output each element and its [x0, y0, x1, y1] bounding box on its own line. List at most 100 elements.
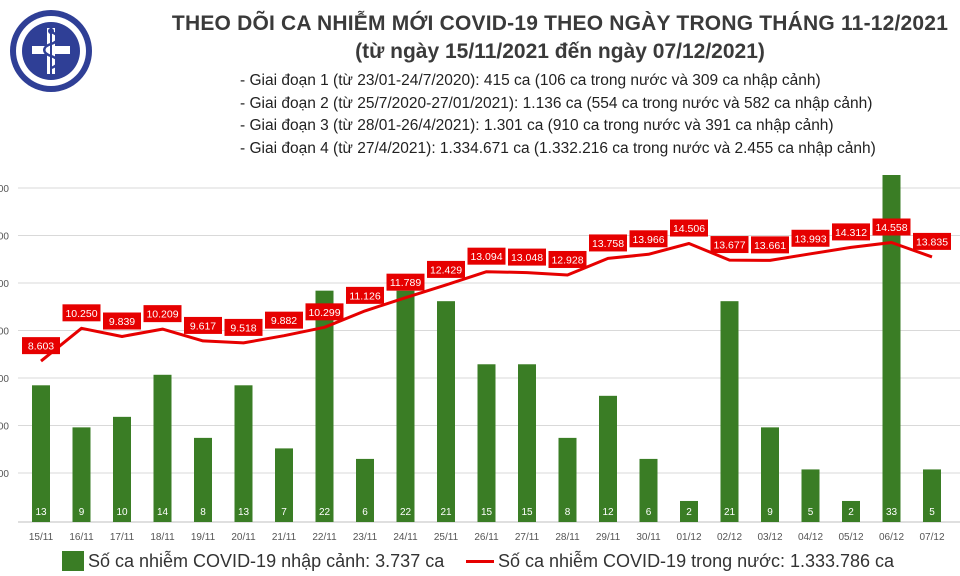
bar-value-label: 33 [886, 507, 898, 518]
bar-value-label: 12 [602, 507, 614, 518]
bar [639, 458, 658, 522]
x-tick-label: 22/11 [312, 532, 337, 543]
line-value-label: 13.094 [470, 251, 502, 263]
bar [437, 301, 455, 522]
bar-value-label: 5 [808, 507, 814, 518]
x-tick-label: 28/11 [555, 532, 580, 543]
line-value-box [791, 229, 830, 247]
line-value-label: 10.209 [146, 309, 178, 321]
x-tick-label: 23/11 [353, 532, 378, 543]
bar-value-label: 21 [724, 507, 736, 518]
y-tick-label: 000 [0, 374, 9, 385]
bar-value-label: 9 [79, 507, 85, 518]
x-tick-label: 03/12 [757, 532, 782, 543]
bar-value-label: 22 [400, 507, 412, 518]
bar [194, 437, 212, 522]
y-tick-label: 000 [0, 279, 9, 290]
y-tick-label: 000 [0, 327, 9, 338]
bar [356, 458, 374, 522]
legend-line-label: Số ca nhiễm COVID-19 trong nước: 1.333.7… [498, 551, 895, 571]
x-tick-label: 17/11 [110, 532, 135, 543]
line-value-box [386, 273, 425, 291]
bar-value-label: 10 [116, 507, 128, 518]
line-value-box [548, 250, 587, 268]
line-value-box [62, 304, 101, 322]
bar [275, 448, 293, 522]
line-value-box [589, 234, 627, 252]
line-value-box [265, 311, 303, 329]
bar [720, 301, 739, 522]
bar [842, 500, 860, 522]
bar [396, 290, 415, 522]
y-tick-label: 000 [0, 469, 9, 480]
bar [680, 500, 698, 522]
phase-note: - Giai đoạn 2 (từ 25/7/2020-27/01/2021):… [240, 94, 873, 112]
line-value-label: 14.312 [835, 227, 867, 239]
line-value-label: 13.758 [592, 238, 624, 250]
line-value-box [508, 248, 546, 266]
x-tick-label: 19/11 [191, 532, 216, 543]
x-tick-label: 24/11 [393, 532, 418, 543]
line-value-box [832, 223, 870, 241]
line-value-label: 12.928 [551, 254, 583, 266]
bar [32, 385, 50, 522]
x-tick-label: 07/12 [919, 532, 944, 543]
phase-note: - Giai đoạn 3 (từ 28/01-26/4/2021): 1.30… [240, 117, 834, 134]
bar [477, 364, 496, 522]
bar-value-label: 15 [481, 507, 493, 518]
x-tick-label: 05/12 [838, 532, 863, 543]
bar [518, 364, 536, 522]
line-value-box [143, 305, 182, 323]
y-tick-label: 000 [0, 232, 9, 243]
bar [882, 175, 901, 522]
bar-value-label: 13 [35, 507, 47, 518]
bar [113, 416, 131, 522]
bar-value-label: 22 [319, 507, 331, 518]
legend: Số ca nhiễm COVID-19 nhập cảnh: 3.737 ca… [0, 546, 960, 576]
line-value-box [103, 312, 141, 330]
x-tick-label: 16/11 [69, 532, 94, 543]
line-value-box [22, 337, 60, 355]
bar-value-label: 13 [238, 507, 250, 518]
line-value-label: 13.677 [713, 240, 745, 252]
line-value-box [427, 260, 465, 278]
line-value-box [670, 219, 708, 237]
line-value-label: 9.617 [190, 320, 216, 332]
bar-value-label: 15 [521, 507, 533, 518]
bar-value-label: 7 [281, 507, 287, 518]
line-value-label: 13.993 [794, 233, 826, 245]
x-tick-label: 21/11 [272, 532, 297, 543]
x-tick-label: 26/11 [474, 532, 499, 543]
y-tick-label: 000 [0, 184, 9, 195]
chart-subtitle: (từ ngày 15/11/2021 đến ngày 07/12/2021) [355, 40, 765, 63]
x-tick-label: 06/12 [879, 532, 904, 543]
bar-value-label: 6 [646, 507, 652, 518]
bar-value-label: 2 [848, 507, 854, 518]
domestic-series-line [40, 241, 933, 363]
x-tick-label: 27/11 [515, 532, 540, 543]
bar [315, 290, 334, 522]
bar [72, 427, 91, 522]
line-value-label: 11.126 [349, 290, 380, 302]
line-value-label: 13.661 [754, 240, 786, 252]
legend-line-swatch [466, 560, 494, 563]
bar-value-label: 6 [362, 507, 368, 518]
line-value-box [305, 303, 344, 321]
bar [801, 469, 820, 522]
phase-note: - Giai đoạn 1 (từ 23/01-24/7/2020): 415 … [240, 72, 821, 89]
chart-title: THEO DÕI CA NHIỄM MỚI COVID-19 THEO NGÀY… [171, 12, 949, 35]
line-value-box [629, 230, 668, 248]
bar-value-label: 21 [440, 507, 452, 518]
bar-value-label: 14 [157, 507, 169, 518]
x-tick-label: 20/11 [231, 532, 256, 543]
line-value-label: 13.835 [916, 236, 948, 248]
bar [923, 469, 941, 522]
line-value-label: 12.429 [430, 264, 462, 276]
bar-value-label: 8 [565, 507, 571, 518]
bar [599, 395, 617, 522]
bar [153, 374, 172, 522]
line-value-label: 9.518 [230, 322, 256, 334]
bar-value-label: 5 [929, 507, 935, 518]
line-value-label: 13.048 [511, 252, 543, 264]
x-tick-label: 15/11 [29, 532, 54, 543]
